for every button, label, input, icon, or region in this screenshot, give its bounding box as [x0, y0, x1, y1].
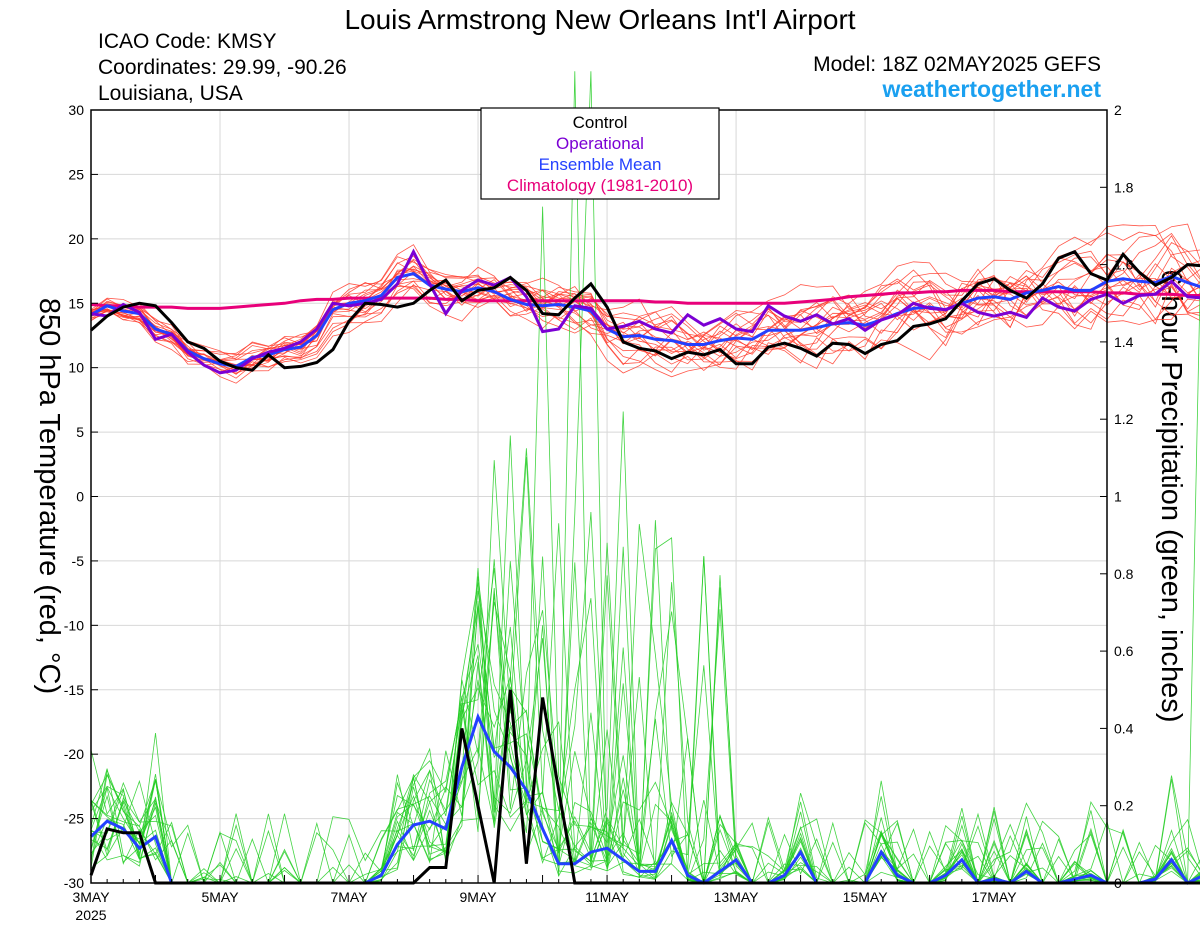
legend-climo: Climatology (1981-2010) — [507, 176, 693, 195]
right-tick-label: 1 — [1114, 489, 1122, 505]
temp-member-line — [90, 261, 1200, 368]
left-tick-label: 20 — [68, 231, 84, 247]
legend-box — [480, 107, 720, 200]
right-axis-label: 6-hour Precipitation (green, inches) — [1155, 270, 1187, 723]
chart-title: Louis Armstrong New Orleans Int'l Airpor… — [344, 4, 855, 35]
right-tick-label: 1.2 — [1114, 411, 1134, 427]
x-tick-label: 11MAY — [585, 889, 629, 905]
left-tick-label: 30 — [68, 102, 84, 118]
left-tick-label: 10 — [68, 360, 84, 376]
left-tick-label: 0 — [76, 489, 84, 505]
icao-code: ICAO Code: KMSY — [98, 30, 277, 53]
control-temp-line — [90, 249, 1200, 372]
x-tick-label: 7MAY — [330, 889, 368, 905]
left-tick-label: -15 — [64, 682, 84, 698]
left-tick-label: -10 — [64, 617, 84, 633]
x-tick-label: 15MAY — [843, 889, 889, 905]
right-tick-label: 1.4 — [1114, 334, 1134, 350]
precip-member-line — [90, 411, 1200, 884]
left-tick-label: 15 — [68, 295, 84, 311]
model-run: Model: 18Z 02MAY2025 GEFS — [813, 53, 1101, 76]
temp-member-line — [90, 253, 1200, 369]
left-tick-label: -5 — [72, 553, 85, 569]
right-tick-label: 1.6 — [1114, 257, 1134, 273]
x-tick-label: 3MAY — [72, 889, 110, 905]
legend-operational: Operational — [556, 134, 644, 153]
plot-area: 302520151050-5-10-15-20-25-3021.81.61.41… — [64, 71, 1200, 923]
coordinates: Coordinates: 29.99, -90.26 — [98, 56, 347, 79]
temp-member-line — [90, 267, 1200, 366]
ensemble-mean-temp-line — [90, 271, 1200, 368]
legend: Control Operational Ensemble Mean Climat… — [480, 107, 720, 200]
right-tick-label: 0.2 — [1114, 798, 1134, 814]
legend-mean: Ensemble Mean — [539, 155, 662, 174]
right-tick-label: 0.6 — [1114, 643, 1134, 659]
left-tick-label: 25 — [68, 166, 84, 182]
x-tick-label: 9MAY — [460, 889, 498, 905]
operational-temp-line — [90, 248, 1200, 375]
left-axis-label: 850 hPa Temperature (red, °C) — [33, 298, 65, 694]
legend-control: Control — [573, 113, 628, 132]
right-tick-label: 2 — [1114, 102, 1122, 118]
right-tick-label: 1.8 — [1114, 179, 1134, 195]
right-tick-label: 0 — [1114, 875, 1122, 891]
right-tick-label: 0.8 — [1114, 566, 1134, 582]
precip-member-line — [90, 435, 1200, 885]
left-tick-label: -20 — [64, 746, 84, 762]
region: Louisiana, USA — [98, 82, 243, 105]
precip-member-line — [90, 655, 1200, 885]
right-tick-label: 0.4 — [1114, 720, 1134, 736]
x-tick-label: 5MAY — [201, 889, 239, 905]
climatology-line — [90, 288, 1200, 310]
x-tick-label: 17MAY — [972, 889, 1018, 905]
left-tick-label: -30 — [64, 875, 84, 891]
site-link[interactable]: weathertogether.net — [881, 76, 1101, 102]
x-tick-label: 13MAY — [714, 889, 760, 905]
x-year-label: 2025 — [75, 907, 106, 923]
left-tick-label: 5 — [76, 424, 84, 440]
left-tick-label: -25 — [64, 811, 84, 827]
